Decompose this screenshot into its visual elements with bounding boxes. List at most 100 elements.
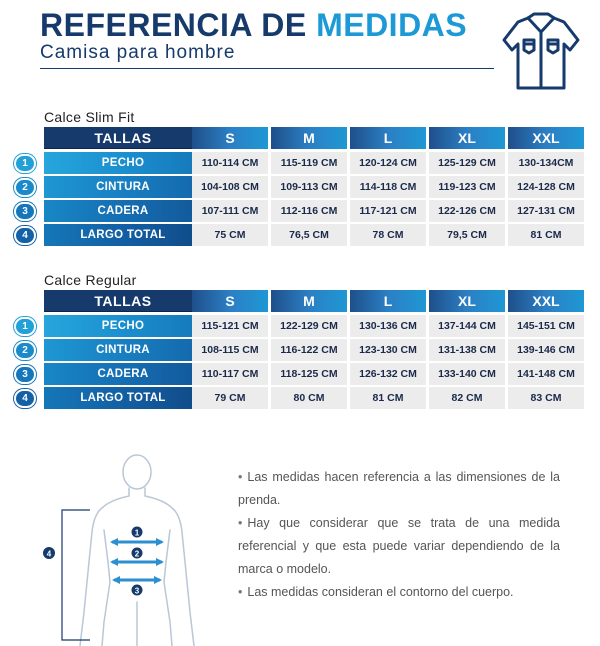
regular-fit-label: Calce Regular <box>44 272 137 288</box>
row-number-badge: 3 <box>14 365 36 384</box>
shirt-icon <box>502 12 580 90</box>
table-header-row: TALLAS S M L XL XXL <box>14 290 592 312</box>
row-number-badge: 1 <box>14 317 36 336</box>
size-header-xxl: XXL <box>508 127 584 149</box>
table-cell: 141-148 CM <box>508 363 584 385</box>
title-part-1: REFERENCIA DE <box>40 7 307 43</box>
row-number-badge: 3 <box>14 202 36 221</box>
row-number-badge: 2 <box>14 341 36 360</box>
table-row: 4 LARGO TOTAL 79 CM 80 CM 81 CM 82 CM 83… <box>14 387 592 409</box>
table-cell: 116-122 CM <box>271 339 347 361</box>
table-cell: 127-131 CM <box>508 200 584 222</box>
table-cell: 119-123 CM <box>429 176 505 198</box>
measurement-label: LARGO TOTAL <box>44 224 202 246</box>
table-cell: 81 CM <box>508 224 584 246</box>
table-cell: 123-130 CM <box>350 339 426 361</box>
note-text: Las medidas hacen referencia a las dimen… <box>238 470 560 507</box>
size-header-xxl: XXL <box>508 290 584 312</box>
table-cell: 104-108 CM <box>192 176 268 198</box>
bullet-icon: • <box>238 470 243 484</box>
table-cell: 137-144 CM <box>429 315 505 337</box>
table-cell: 110-117 CM <box>192 363 268 385</box>
table-row: 3 CADERA 110-117 CM 118-125 CM 126-132 C… <box>14 363 592 385</box>
page-subtitle: Camisa para hombre <box>40 42 236 63</box>
size-header-xl: XL <box>429 290 505 312</box>
table-cell: 107-111 CM <box>192 200 268 222</box>
table-row: 1 PECHO 115-121 CM 122-129 CM 130-136 CM… <box>14 315 592 337</box>
table-cell: 122-129 CM <box>271 315 347 337</box>
title-divider <box>40 68 494 69</box>
table-cell: 76,5 CM <box>271 224 347 246</box>
figure-marker-1: 1 <box>135 529 140 538</box>
table-cell: 80 CM <box>271 387 347 409</box>
notes-list: • Las medidas hacen referencia a las dime… <box>238 466 560 604</box>
table-cell: 82 CM <box>429 387 505 409</box>
table-cell: 112-116 CM <box>271 200 347 222</box>
table-row: 2 CINTURA 108-115 CM 116-122 CM 123-130 … <box>14 339 592 361</box>
table-cell: 130-136 CM <box>350 315 426 337</box>
table-cell: 78 CM <box>350 224 426 246</box>
size-header-xl: XL <box>429 127 505 149</box>
note-text: Hay que considerar que se trata de una m… <box>238 516 560 576</box>
table-cell: 83 CM <box>508 387 584 409</box>
table-cell: 75 CM <box>192 224 268 246</box>
row-number-badge: 2 <box>14 178 36 197</box>
table-cell: 79,5 CM <box>429 224 505 246</box>
table-cell: 109-113 CM <box>271 176 347 198</box>
size-header-m: M <box>271 290 347 312</box>
note-text: Las medidas consideran el contorno del c… <box>247 585 514 599</box>
tallas-header: TALLAS <box>44 290 202 312</box>
figure-marker-2: 2 <box>135 550 140 559</box>
note-item: • Las medidas hacen referencia a las dime… <box>238 466 560 512</box>
table-cell: 114-118 CM <box>350 176 426 198</box>
size-header-l: L <box>350 290 426 312</box>
page-title: REFERENCIA DE MEDIDAS <box>40 6 467 44</box>
table-cell: 79 CM <box>192 387 268 409</box>
table-cell: 81 CM <box>350 387 426 409</box>
bullet-icon: • <box>238 516 243 530</box>
size-header-m: M <box>271 127 347 149</box>
table-cell: 145-151 CM <box>508 315 584 337</box>
table-cell: 115-119 CM <box>271 152 347 174</box>
row-number-badge: 4 <box>14 389 36 408</box>
size-header-s: S <box>192 290 268 312</box>
table-header-row: TALLAS S M L XL XXL <box>14 127 592 149</box>
body-measurement-figure: 4 1 2 3 <box>43 454 195 646</box>
table-cell: 139-146 CM <box>508 339 584 361</box>
table-cell: 117-121 CM <box>350 200 426 222</box>
table-cell: 108-115 CM <box>192 339 268 361</box>
table-cell: 133-140 CM <box>429 363 505 385</box>
table-cell: 124-128 CM <box>508 176 584 198</box>
size-header-s: S <box>192 127 268 149</box>
title-part-2: MEDIDAS <box>316 7 468 43</box>
bullet-icon: • <box>238 585 243 599</box>
note-item: • Las medidas consideran el contorno del … <box>238 581 560 604</box>
row-number-badge: 4 <box>14 226 36 245</box>
row-number-badge: 1 <box>14 154 36 173</box>
table-cell: 120-124 CM <box>350 152 426 174</box>
table-row: 2 CINTURA 104-108 CM 109-113 CM 114-118 … <box>14 176 592 198</box>
table-cell: 125-129 CM <box>429 152 505 174</box>
table-cell: 115-121 CM <box>192 315 268 337</box>
table-row: 3 CADERA 107-111 CM 112-116 CM 117-121 C… <box>14 200 592 222</box>
measurement-label: CADERA <box>44 363 202 385</box>
table-row: 1 PECHO 110-114 CM 115-119 CM 120-124 CM… <box>14 152 592 174</box>
table-cell: 110-114 CM <box>192 152 268 174</box>
measurement-label: CINTURA <box>44 339 202 361</box>
measurement-label: CADERA <box>44 200 202 222</box>
note-item: • Hay que considerar que se trata de una … <box>238 512 560 581</box>
measurement-label: PECHO <box>44 152 202 174</box>
table-row: 4 LARGO TOTAL 75 CM 76,5 CM 78 CM 79,5 C… <box>14 224 592 246</box>
measurement-label: PECHO <box>44 315 202 337</box>
figure-marker-3: 3 <box>135 587 140 596</box>
table-cell: 126-132 CM <box>350 363 426 385</box>
figure-marker-4: 4 <box>47 550 52 559</box>
table-cell: 122-126 CM <box>429 200 505 222</box>
table-cell: 118-125 CM <box>271 363 347 385</box>
measurement-label: CINTURA <box>44 176 202 198</box>
size-header-l: L <box>350 127 426 149</box>
table-cell: 130-134CM <box>508 152 584 174</box>
table-cell: 131-138 CM <box>429 339 505 361</box>
tallas-header: TALLAS <box>44 127 202 149</box>
slim-fit-label: Calce Slim Fit <box>44 109 135 125</box>
